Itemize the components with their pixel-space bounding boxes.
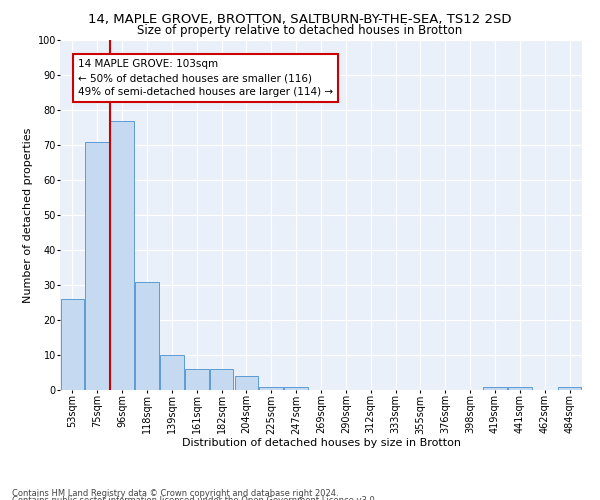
Bar	[483, 386, 507, 390]
Bar	[508, 386, 532, 390]
Text: Contains HM Land Registry data © Crown copyright and database right 2024.: Contains HM Land Registry data © Crown c…	[12, 488, 338, 498]
Bar	[235, 376, 258, 390]
Y-axis label: Number of detached properties: Number of detached properties	[23, 128, 33, 302]
Bar	[135, 282, 159, 390]
Text: Contains public sector information licensed under the Open Government Licence v3: Contains public sector information licen…	[12, 496, 377, 500]
Bar	[85, 142, 109, 390]
Bar	[110, 120, 134, 390]
Text: 14, MAPLE GROVE, BROTTON, SALTBURN-BY-THE-SEA, TS12 2SD: 14, MAPLE GROVE, BROTTON, SALTBURN-BY-TH…	[88, 12, 512, 26]
Bar	[284, 386, 308, 390]
Bar	[259, 386, 283, 390]
X-axis label: Distribution of detached houses by size in Brotton: Distribution of detached houses by size …	[182, 438, 461, 448]
Bar	[185, 369, 209, 390]
Bar	[558, 386, 581, 390]
Text: Size of property relative to detached houses in Brotton: Size of property relative to detached ho…	[137, 24, 463, 37]
Bar	[61, 299, 84, 390]
Text: 14 MAPLE GROVE: 103sqm
← 50% of detached houses are smaller (116)
49% of semi-de: 14 MAPLE GROVE: 103sqm ← 50% of detached…	[78, 59, 333, 97]
Bar	[160, 355, 184, 390]
Bar	[210, 369, 233, 390]
